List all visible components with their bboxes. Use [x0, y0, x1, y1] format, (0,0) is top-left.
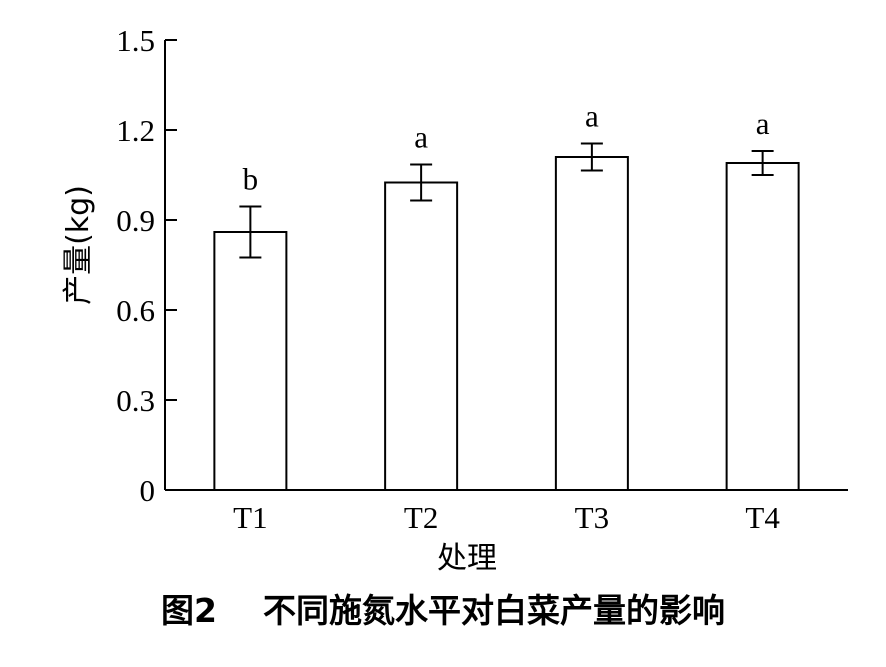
x-tick-label: T4	[745, 500, 780, 535]
y-tick-label: 0.9	[116, 203, 155, 238]
x-tick-label: T2	[404, 500, 438, 535]
bars: b a a a	[213, 99, 800, 491]
bar-t2	[384, 181, 459, 491]
y-tick-label: 0.6	[116, 293, 155, 328]
significance-label: b	[243, 162, 259, 197]
bar-chart: 0 0.3 0.6 0.9 1.2 1.5 b a a a T1 T2 T3 T4 产量(kg) 处理	[61, 23, 848, 576]
significance-label: a	[585, 99, 599, 134]
y-tick-label: 1.2	[116, 113, 155, 148]
y-axis-label: 产量(kg)	[61, 185, 96, 305]
figure-caption: 图2 不同施氮水平对白菜产量的影响	[161, 591, 725, 630]
bar-t1	[213, 231, 288, 491]
y-ticks: 0 0.3 0.6 0.9 1.2 1.5	[116, 23, 177, 508]
y-tick-label: 0.3	[116, 383, 155, 418]
y-tick-label: 0	[140, 473, 156, 508]
bar-t3	[554, 156, 629, 491]
significance-label: a	[756, 106, 770, 141]
x-ticks: T1 T2 T3 T4	[233, 500, 780, 535]
significance-label: a	[414, 120, 428, 155]
x-axis-label: 处理	[437, 541, 497, 576]
y-tick-label: 1.5	[116, 23, 155, 58]
x-tick-label: T1	[233, 500, 267, 535]
x-tick-label: T3	[575, 500, 609, 535]
bar-t4	[725, 162, 800, 491]
